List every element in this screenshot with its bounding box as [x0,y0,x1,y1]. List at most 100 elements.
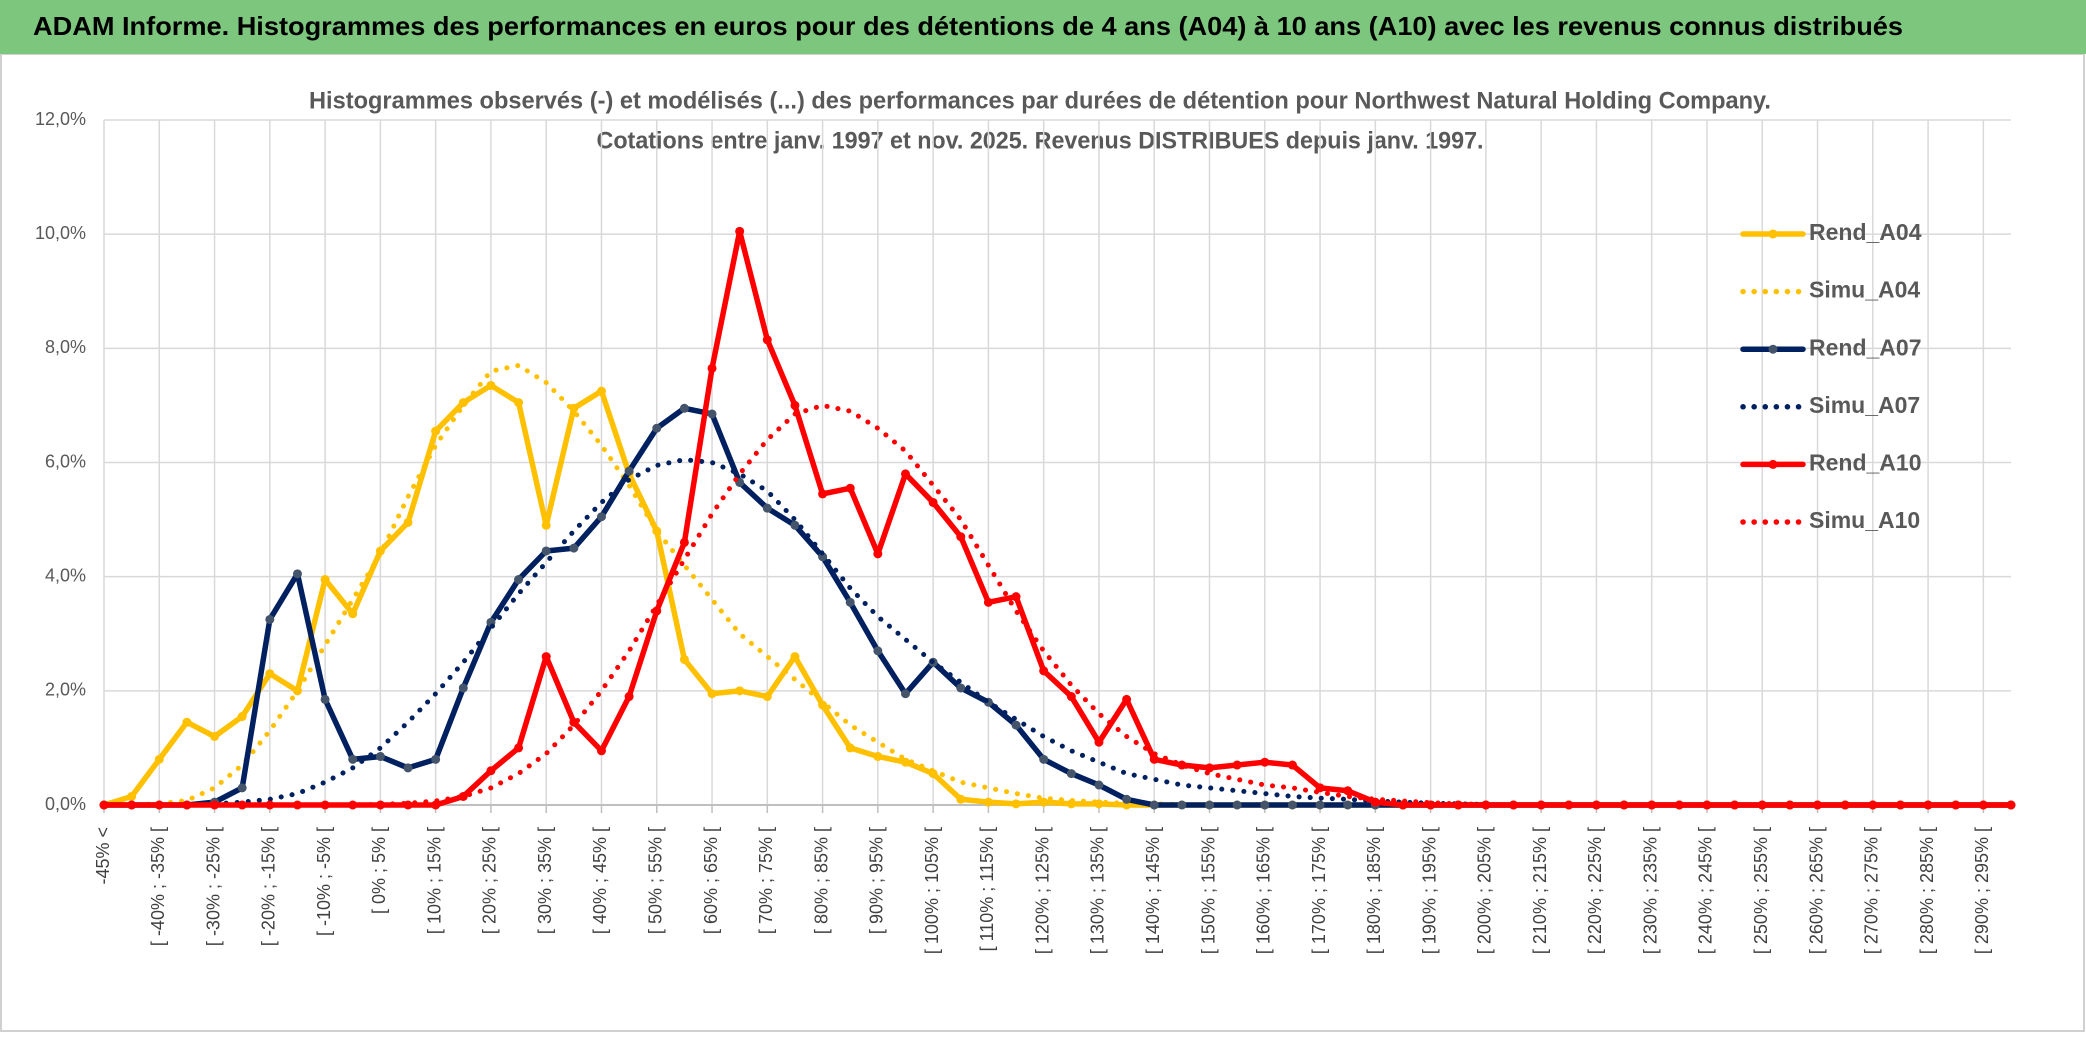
data-point [1066,769,1076,779]
data-point [1343,786,1353,796]
x-tick-label: [ 230% ; 235% [ [1640,827,1660,954]
data-point [790,652,800,662]
x-tick-label: [ 170% ; 175% [ [1309,827,1329,954]
data-point [1039,666,1049,676]
data-point [237,712,247,722]
x-tick-label: -45% < [93,827,113,885]
data-point [1343,800,1353,810]
data-point [900,689,910,699]
data-point [1260,800,1270,810]
x-tick-label: [ 70% ; 75% [ [756,827,776,934]
x-tick-label: [ 180% ; 185% [ [1364,827,1384,954]
data-point [292,800,302,810]
data-point [541,520,551,530]
data-point [375,751,385,761]
data-point [818,700,828,710]
data-point [679,654,689,664]
data-point [375,546,385,556]
data-point [320,694,330,704]
x-tick-label: [ 140% ; 145% [ [1143,827,1163,954]
plot-area [99,226,2016,810]
data-point [1066,692,1076,702]
data-point [431,426,441,436]
x-tick-label: [ -40% ; -35% [ [148,827,168,946]
data-point [652,423,662,433]
data-point [679,537,689,547]
data-point [873,646,883,656]
data-point [486,766,496,776]
x-tick-label: [ 240% ; 245% [ [1696,827,1716,954]
data-point [514,743,524,753]
data-point [265,614,275,624]
legend-label: Rend_A10 [1809,449,1921,475]
header-bar [0,0,2086,54]
data-point [873,751,883,761]
data-point [320,575,330,585]
x-tick-label: [ 120% ; 125% [ [1032,827,1052,954]
data-point [845,483,855,493]
data-point [265,669,275,679]
data-point [818,489,828,499]
data-point [790,520,800,530]
data-point [154,754,164,764]
x-tick-label: [ 260% ; 265% [ [1806,827,1826,954]
data-point [348,754,358,764]
data-point [624,466,634,476]
data-point [928,497,938,507]
data-point [1122,794,1132,804]
data-point [403,763,413,773]
x-tick-label: [ 250% ; 255% [ [1751,827,1771,954]
data-point [873,549,883,559]
legend-label: Simu_A10 [1809,507,1920,533]
data-point [956,683,966,693]
data-point [1122,694,1132,704]
data-point [458,791,468,801]
data-point [514,575,524,585]
x-tick-label: [ 280% ; 285% [ [1917,827,1937,954]
data-point [1177,800,1187,810]
y-tick-label: 10,0% [35,223,86,243]
x-tick-label: [ 20% ; 25% [ [480,827,500,934]
x-tick-label: [ 200% ; 205% [ [1475,827,1495,954]
data-point [541,652,551,662]
data-point [569,543,579,553]
data-point [1094,780,1104,790]
y-tick-label: 4,0% [45,565,86,585]
data-point [707,363,717,373]
data-point [1232,800,1242,810]
legend-label: Simu_A04 [1809,277,1920,303]
data-point [431,754,441,764]
data-point [458,683,468,693]
data-point [486,380,496,390]
data-point [182,800,192,810]
y-tick-label: 2,0% [45,680,86,700]
data-point [1315,800,1325,810]
data-point [514,398,524,408]
data-point [1951,800,1961,810]
legend-label: Rend_A07 [1809,334,1921,360]
grid: 0,0% 2,0% 4,0% 6,0% 8,0% 10,0% 12,0% -45% < [ -4… [35,109,2011,954]
y-tick-label: 8,0% [45,337,86,357]
data-point [348,800,358,810]
data-point [707,409,717,419]
legend-marker [1768,344,1778,354]
data-point [762,692,772,702]
data-point [679,403,689,413]
data-point [1039,754,1049,764]
x-tick-label: [ 40% ; 45% [ [590,827,610,934]
data-point [1039,797,1049,807]
legend-label: Simu_A07 [1809,392,1920,418]
x-tick-label: [ -10% ; -5% [ [314,827,334,936]
data-point [1149,800,1159,810]
x-tick-label: [ 90% ; 95% [ [867,827,887,934]
legend: Rend_A04 Simu_A04 Rend_A07 Simu_A07 Rend_A10… [1740,219,1922,533]
data-point [127,791,137,801]
data-point [735,226,745,236]
data-point [210,732,220,741]
x-tick-label: [ 150% ; 155% [ [1198,827,1218,954]
model-line [101,402,2014,808]
y-tick-label: 12,0% [35,109,86,129]
data-point [1205,763,1215,773]
data-point [707,689,717,699]
